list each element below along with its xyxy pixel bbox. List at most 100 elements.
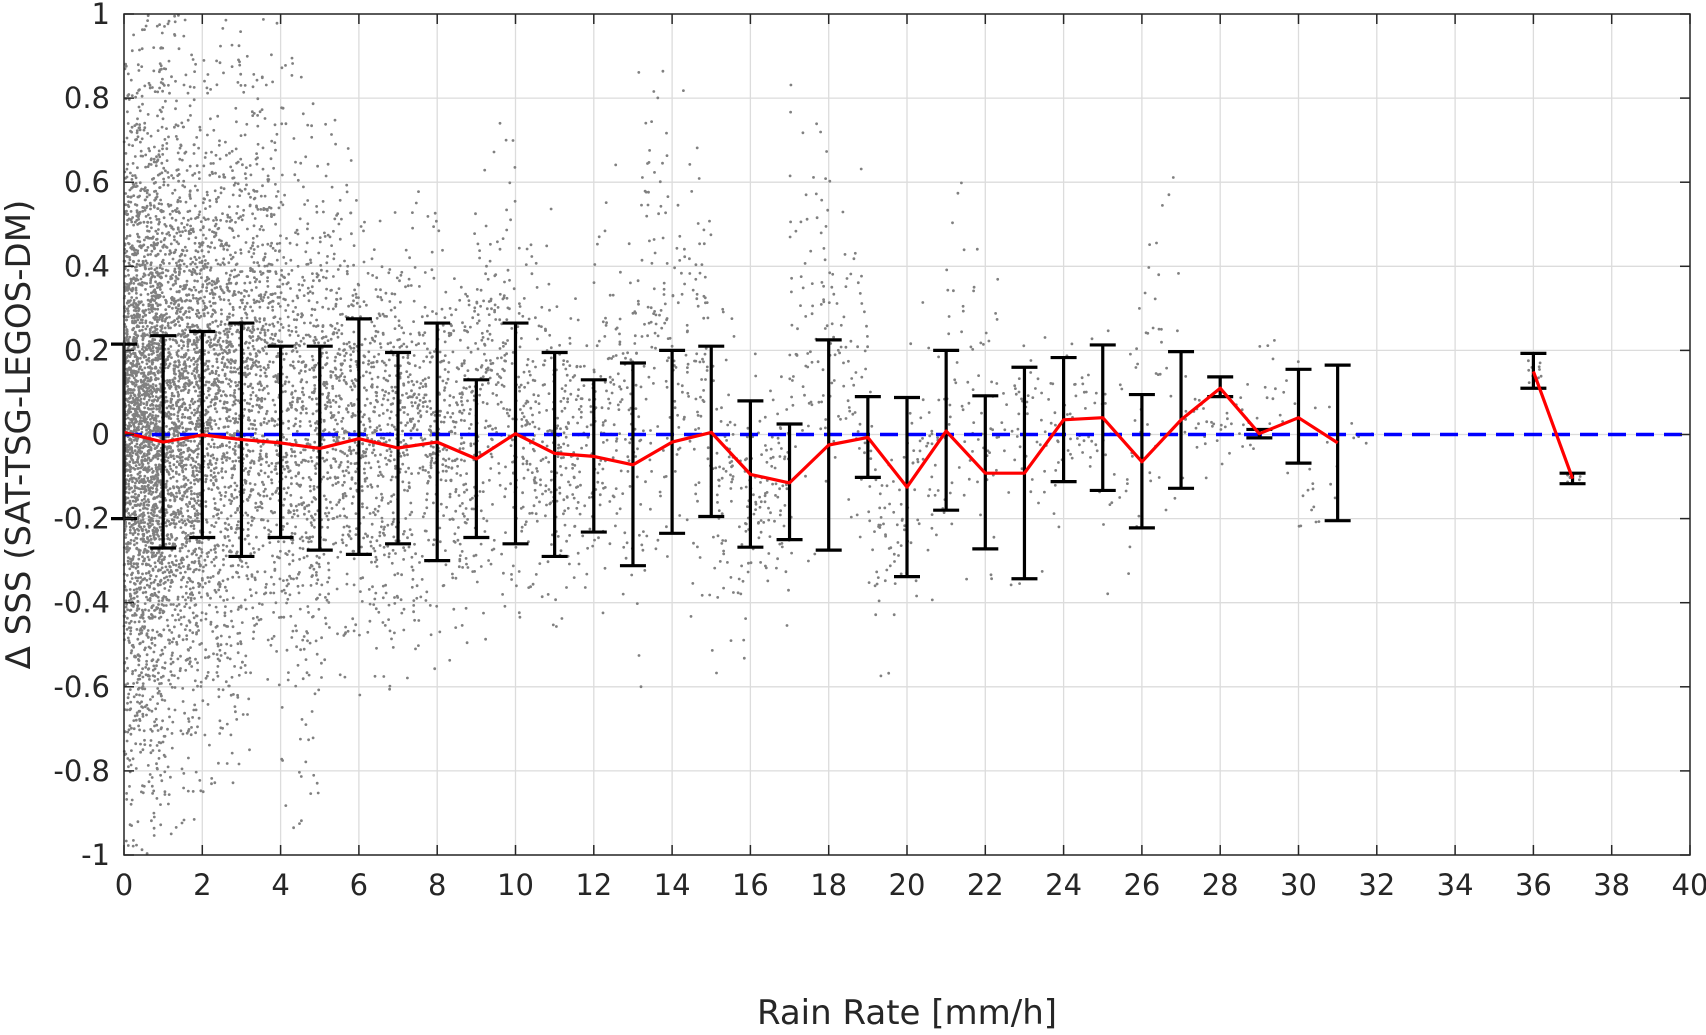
scatter-point	[189, 481, 193, 485]
scatter-point	[202, 59, 206, 62]
scatter-point	[172, 369, 176, 373]
scatter-point	[243, 84, 247, 87]
scatter-point	[213, 352, 217, 356]
scatter-point	[127, 692, 131, 696]
scatter-point	[164, 542, 168, 546]
scatter-point	[165, 127, 168, 130]
scatter-point	[189, 599, 193, 602]
scatter-point	[175, 99, 178, 103]
scatter-point	[174, 538, 177, 542]
scatter-point	[278, 278, 282, 282]
scatter-point	[187, 515, 190, 518]
scatter-point	[144, 313, 148, 317]
scatter-point	[131, 757, 135, 761]
scatter-point	[130, 289, 134, 293]
scatter-point	[266, 678, 270, 681]
scatter-point	[207, 380, 211, 384]
scatter-point	[140, 700, 144, 704]
scatter-point	[167, 83, 170, 87]
scatter-point	[233, 467, 236, 471]
scatter-point	[165, 381, 169, 385]
scatter-point	[166, 765, 170, 769]
scatter-point	[131, 480, 134, 484]
scatter-point	[228, 151, 231, 155]
scatter-point	[127, 542, 131, 545]
scatter-point	[166, 568, 169, 572]
scatter-point	[215, 508, 219, 511]
scatter-point	[170, 216, 174, 220]
scatter-point	[167, 802, 170, 806]
scatter-point	[143, 255, 146, 258]
scatter-point	[229, 484, 233, 488]
scatter-point	[249, 523, 253, 527]
scatter-point	[177, 320, 180, 324]
scatter-point	[140, 47, 144, 51]
scatter-point	[162, 628, 166, 632]
scatter-point	[183, 415, 187, 419]
scatter-point	[165, 575, 169, 579]
scatter-point	[145, 248, 149, 252]
scatter-point	[186, 325, 190, 329]
scatter-point	[165, 300, 168, 303]
scatter-point	[228, 205, 231, 209]
scatter-point	[153, 477, 157, 480]
scatter-point	[226, 577, 230, 581]
scatter-point	[158, 186, 162, 190]
scatter-point	[164, 338, 168, 342]
scatter-point	[147, 353, 151, 357]
scatter-point	[148, 216, 152, 220]
scatter-point	[197, 425, 201, 429]
scatter-point	[179, 234, 183, 238]
scatter-point	[177, 406, 181, 410]
scatter-point	[214, 216, 218, 220]
scatter-point	[218, 175, 221, 179]
scatter-point	[181, 459, 184, 463]
scatter-point	[162, 262, 166, 265]
scatter-point	[191, 531, 195, 535]
scatter-point	[178, 263, 182, 267]
scatter-point	[151, 523, 154, 526]
scatter-point	[142, 349, 146, 353]
scatter-point	[174, 300, 177, 304]
scatter-point	[241, 298, 244, 302]
scatter-point	[156, 286, 159, 289]
scatter-point	[129, 580, 132, 584]
scatter-point	[218, 139, 221, 143]
scatter-point	[213, 301, 217, 305]
scatter-point	[277, 540, 280, 543]
scatter-point	[165, 511, 169, 514]
scatter-point	[158, 62, 162, 65]
scatter-point	[234, 441, 238, 445]
scatter-point	[202, 565, 205, 569]
scatter-point	[192, 570, 195, 574]
scatter-point	[137, 303, 140, 306]
scatter-point	[141, 325, 145, 328]
scatter-point	[148, 521, 152, 525]
scatter-point	[213, 403, 216, 407]
scatter-point	[173, 497, 177, 501]
scatter-point	[135, 265, 138, 269]
scatter-point	[232, 183, 236, 187]
scatter-point	[146, 511, 150, 515]
scatter-point	[124, 203, 127, 207]
scatter-point	[158, 155, 162, 159]
scatter-point	[195, 473, 199, 477]
scatter-point	[226, 351, 229, 355]
scatter-point	[177, 511, 180, 514]
scatter-point	[231, 359, 235, 363]
scatter-point	[219, 191, 223, 195]
scatter-point	[147, 346, 151, 350]
scatter-point	[260, 108, 264, 111]
scatter-point	[158, 525, 162, 529]
scatter-point	[198, 272, 202, 275]
scatter-point	[199, 618, 203, 622]
scatter-point	[149, 418, 152, 421]
scatter-point	[132, 376, 136, 380]
scatter-point	[197, 716, 201, 720]
scatter-point	[173, 377, 177, 380]
scatter-point	[162, 610, 166, 614]
scatter-point	[212, 525, 216, 528]
scatter-point	[205, 474, 209, 478]
scatter-point	[203, 262, 207, 266]
scatter-point	[261, 480, 264, 484]
